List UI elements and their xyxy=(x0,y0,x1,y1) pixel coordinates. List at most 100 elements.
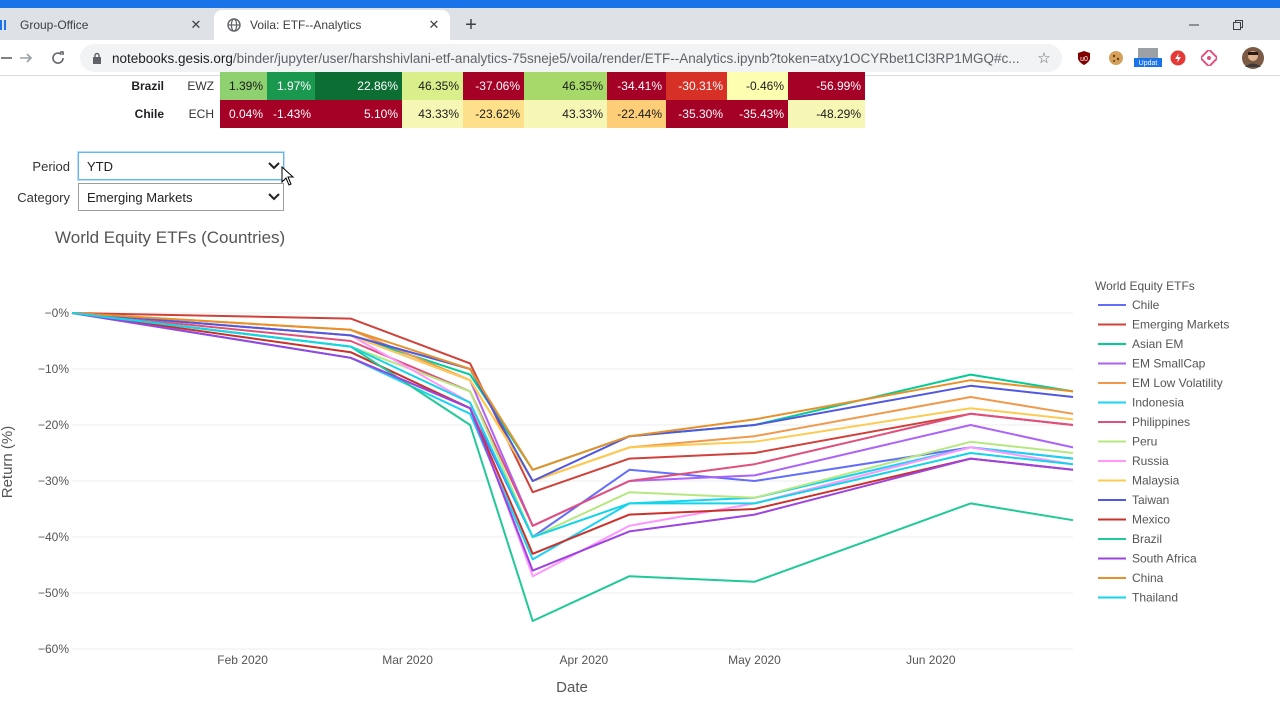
country-cell: Chile xyxy=(134,107,164,121)
series-line-peru xyxy=(71,312,1074,538)
category-label: Category xyxy=(17,190,70,205)
url-field[interactable]: notebooks.gesis.org/binder/jupyter/user/… xyxy=(80,44,1062,72)
tab-title: Group-Office xyxy=(20,18,89,32)
return-cell: -30.31% xyxy=(666,72,727,100)
series-line-brazil xyxy=(71,312,1074,622)
legend-item: Philippines xyxy=(1132,415,1190,429)
series-line-china xyxy=(71,312,1074,471)
return-cell: -23.62% xyxy=(463,100,524,128)
return-cell: 46.35% xyxy=(402,72,463,100)
legend-item: South Africa xyxy=(1132,552,1197,566)
y-axis-title: Return (%) xyxy=(0,426,16,499)
legend-item: Taiwan xyxy=(1132,493,1169,507)
series-line-emerging-markets xyxy=(71,312,1074,494)
table-row: Brazil EWZ 1.39% 1.97% 22.86% 46.35% -37.06% 46… xyxy=(0,72,865,100)
chevron-down-icon xyxy=(265,162,283,170)
category-select[interactable]: Emerging Markets xyxy=(78,183,284,211)
legend-item: Malaysia xyxy=(1132,474,1180,488)
minimize-icon[interactable] xyxy=(1172,12,1216,38)
globe-icon xyxy=(226,17,242,33)
period-label: Period xyxy=(32,159,70,174)
return-cell: -35.30% xyxy=(666,100,727,128)
tab-close-icon[interactable]: ✕ xyxy=(428,17,440,32)
returns-line-chart: −0% −10% −20% −30% −40% −50% −60% Feb 2020 Mar 2… xyxy=(0,279,1229,696)
return-cell: -22.44% xyxy=(607,100,666,128)
return-cell: -37.06% xyxy=(463,72,524,100)
ticker-cell: ECH xyxy=(188,107,214,121)
tab-close-icon[interactable]: ✕ xyxy=(190,17,202,32)
return-cell: 43.33% xyxy=(402,100,463,128)
update-extension-icon[interactable]: Updat xyxy=(1134,48,1162,68)
return-cell: -56.99% xyxy=(788,72,865,100)
return-cell: -0.46% xyxy=(727,72,788,100)
country-cell: Brazil xyxy=(131,79,164,93)
x-axis-title: Date xyxy=(556,679,588,696)
y-tick-label: −60% xyxy=(38,642,69,656)
mouse-cursor-icon xyxy=(281,166,295,186)
restore-icon[interactable] xyxy=(1216,12,1260,38)
new-tab-button[interactable]: + xyxy=(465,13,477,36)
y-tick-label: −30% xyxy=(38,474,69,488)
legend-item: Asian EM xyxy=(1132,337,1183,351)
return-cell: -34.41% xyxy=(607,72,666,100)
y-tick-label: −50% xyxy=(38,586,69,600)
return-cell: 0.04% xyxy=(220,100,267,128)
tab-bar: Group-Office ✕ Voila: ETF--Analytics ✕ + xyxy=(0,8,1280,40)
x-tick-label: Mar 2020 xyxy=(382,653,433,667)
group-office-favicon-icon xyxy=(0,17,12,33)
tab-voila-etf-analytics[interactable]: Voila: ETF--Analytics ✕ xyxy=(214,10,450,40)
legend-item: Mexico xyxy=(1132,513,1170,527)
return-cell: -35.43% xyxy=(727,100,788,128)
chevron-down-icon xyxy=(265,193,283,201)
legend-title: World Equity ETFs xyxy=(1095,279,1195,293)
return-cell: 46.35% xyxy=(524,72,607,100)
legend-item: Peru xyxy=(1132,435,1157,449)
y-tick-label: −20% xyxy=(38,418,69,432)
window-top-strip xyxy=(0,0,1280,8)
target-extension-icon[interactable] xyxy=(1199,48,1219,68)
return-cell: -48.29% xyxy=(788,100,865,128)
y-tick-label: −10% xyxy=(38,362,69,376)
legend-item: Thailand xyxy=(1132,591,1178,605)
legend-item: Emerging Markets xyxy=(1132,318,1229,332)
series-line-philippines xyxy=(71,312,1074,527)
ublock-extension-icon[interactable]: u0 xyxy=(1074,48,1094,68)
y-tick-label: −40% xyxy=(38,530,69,544)
reload-icon[interactable] xyxy=(46,46,70,70)
svg-text:u0: u0 xyxy=(1080,56,1088,63)
x-tick-label: Feb 2020 xyxy=(217,653,268,667)
return-cell: -1.43% xyxy=(267,100,315,128)
bookmark-star-icon[interactable]: ☆ xyxy=(1037,50,1051,67)
series-line-thailand xyxy=(71,312,1074,538)
x-tick-label: May 2020 xyxy=(728,653,781,667)
legend-item: EM SmallCap xyxy=(1132,357,1206,371)
chart-title: World Equity ETFs (Countries) xyxy=(55,228,286,247)
period-select[interactable]: YTD xyxy=(78,152,284,180)
forward-icon[interactable] xyxy=(14,46,38,70)
legend-item: EM Low Volatility xyxy=(1132,376,1223,390)
series-line-taiwan xyxy=(71,312,1074,482)
x-tick-label: Jun 2020 xyxy=(906,653,956,667)
return-cell: 43.33% xyxy=(524,100,607,128)
x-tick-label: Apr 2020 xyxy=(560,653,609,667)
period-select-value: YTD xyxy=(87,158,113,174)
back-icon[interactable] xyxy=(0,46,18,70)
address-bar: notebooks.gesis.org/binder/jupyter/user/… xyxy=(0,40,1280,76)
category-select-value: Emerging Markets xyxy=(87,189,193,205)
y-tick-label: −0% xyxy=(45,306,70,320)
legend-item: Chile xyxy=(1132,298,1160,312)
legend-item: Russia xyxy=(1132,454,1169,468)
return-cell: 22.86% xyxy=(315,72,402,100)
lightning-extension-icon[interactable] xyxy=(1168,48,1188,68)
ticker-cell: EWZ xyxy=(187,79,214,93)
lock-icon xyxy=(90,52,104,64)
returns-heatmap-table: Brazil EWZ 1.39% 1.97% 22.86% 46.35% -37.06% 46… xyxy=(0,72,865,128)
legend-item: China xyxy=(1132,571,1164,585)
tab-group-office[interactable]: Group-Office ✕ xyxy=(0,10,212,40)
cookie-extension-icon[interactable] xyxy=(1106,48,1126,68)
series-line-malaysia xyxy=(71,312,1074,482)
series-line-south-africa xyxy=(71,312,1074,572)
return-cell: 5.10% xyxy=(315,100,402,128)
avatar[interactable] xyxy=(1242,47,1264,69)
return-cell: 1.39% xyxy=(220,72,267,100)
